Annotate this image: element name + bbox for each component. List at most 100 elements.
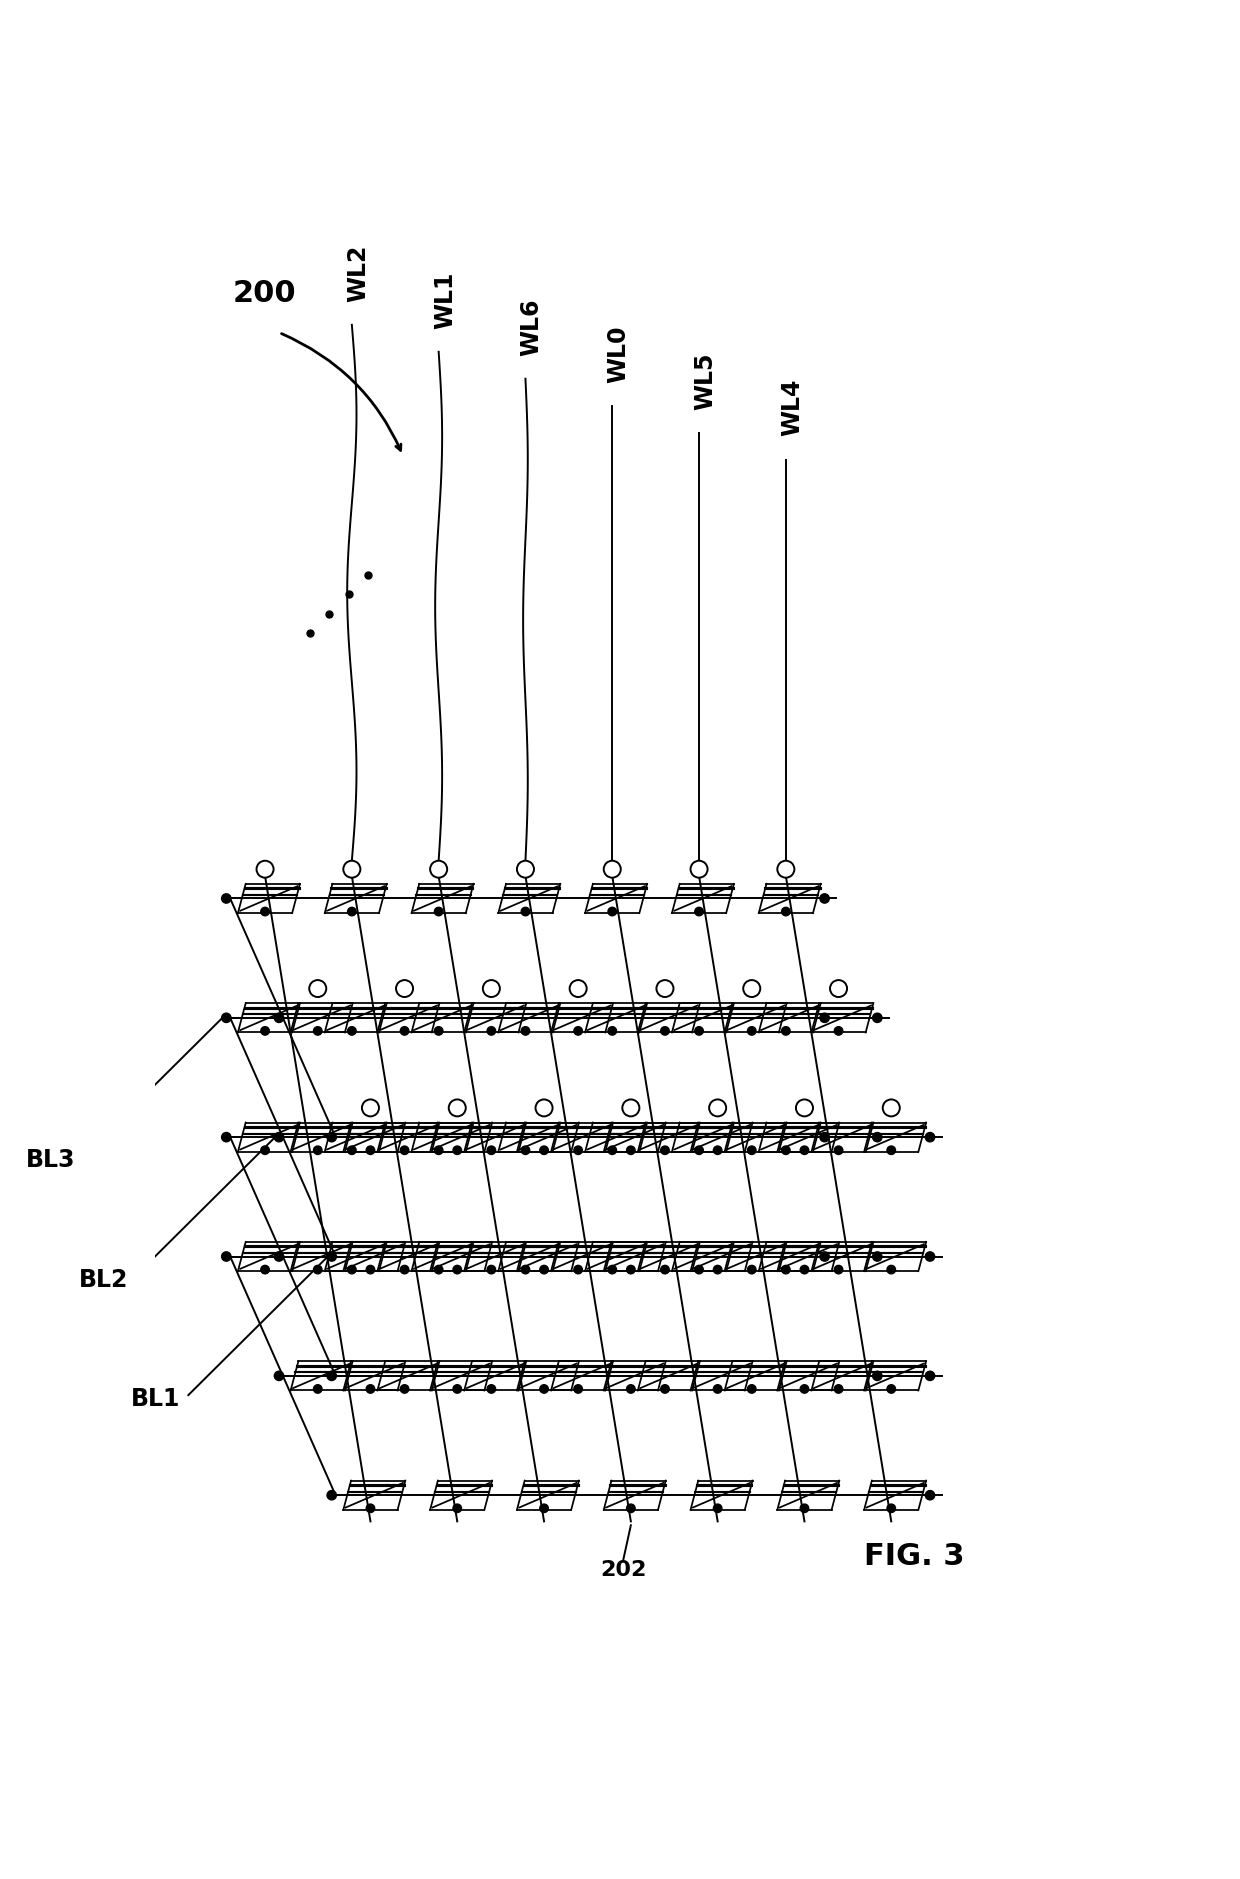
Circle shape — [347, 1146, 356, 1154]
Circle shape — [777, 861, 795, 877]
Circle shape — [314, 1385, 322, 1392]
Circle shape — [713, 1385, 722, 1392]
Circle shape — [781, 1265, 790, 1274]
Circle shape — [434, 1026, 443, 1035]
Circle shape — [608, 1026, 616, 1035]
Circle shape — [366, 1146, 374, 1154]
Circle shape — [574, 1146, 583, 1154]
Circle shape — [820, 1133, 830, 1142]
Circle shape — [314, 1026, 322, 1035]
Circle shape — [835, 1265, 843, 1274]
Circle shape — [430, 861, 448, 877]
Text: 200: 200 — [233, 278, 296, 308]
Circle shape — [925, 1133, 935, 1142]
Circle shape — [781, 1146, 790, 1154]
Circle shape — [539, 1385, 548, 1392]
Circle shape — [626, 1265, 635, 1274]
Circle shape — [401, 1146, 409, 1154]
Circle shape — [743, 981, 760, 998]
Circle shape — [327, 1251, 336, 1261]
Circle shape — [713, 1146, 722, 1154]
Circle shape — [521, 1146, 529, 1154]
Text: WL2: WL2 — [346, 244, 370, 303]
Circle shape — [536, 1099, 553, 1116]
Circle shape — [274, 1372, 284, 1381]
Circle shape — [925, 1372, 935, 1381]
Circle shape — [453, 1146, 461, 1154]
Circle shape — [626, 1503, 635, 1513]
Circle shape — [327, 1133, 336, 1142]
Circle shape — [873, 1013, 882, 1022]
Circle shape — [260, 908, 269, 915]
Circle shape — [222, 1133, 231, 1142]
Circle shape — [574, 1265, 583, 1274]
Circle shape — [830, 981, 847, 998]
Circle shape — [694, 908, 703, 915]
Circle shape — [873, 1133, 882, 1142]
Circle shape — [781, 908, 790, 915]
Circle shape — [694, 1146, 703, 1154]
Circle shape — [661, 1146, 670, 1154]
Circle shape — [835, 1385, 843, 1392]
Circle shape — [222, 894, 231, 904]
Circle shape — [800, 1146, 808, 1154]
Circle shape — [521, 908, 529, 915]
Circle shape — [925, 1490, 935, 1499]
Circle shape — [449, 1099, 466, 1116]
Circle shape — [626, 1385, 635, 1392]
Circle shape — [347, 1026, 356, 1035]
Circle shape — [694, 1265, 703, 1274]
Circle shape — [487, 1385, 496, 1392]
Circle shape — [434, 1146, 443, 1154]
Circle shape — [887, 1503, 895, 1513]
Circle shape — [626, 1146, 635, 1154]
Circle shape — [401, 1026, 409, 1035]
Circle shape — [521, 1265, 529, 1274]
Circle shape — [887, 1385, 895, 1392]
Circle shape — [401, 1385, 409, 1392]
Circle shape — [401, 1265, 409, 1274]
Circle shape — [347, 908, 356, 915]
Circle shape — [274, 1251, 284, 1261]
Circle shape — [781, 1026, 790, 1035]
Text: FIG. 3: FIG. 3 — [864, 1543, 965, 1571]
Text: WL1: WL1 — [433, 271, 456, 329]
Circle shape — [539, 1265, 548, 1274]
Circle shape — [260, 1026, 269, 1035]
Circle shape — [222, 1013, 231, 1022]
Circle shape — [748, 1265, 756, 1274]
Circle shape — [820, 1013, 830, 1022]
Circle shape — [453, 1385, 461, 1392]
Circle shape — [713, 1503, 722, 1513]
Circle shape — [347, 1265, 356, 1274]
Circle shape — [887, 1265, 895, 1274]
Circle shape — [539, 1146, 548, 1154]
Circle shape — [883, 1099, 900, 1116]
Circle shape — [539, 1503, 548, 1513]
Circle shape — [608, 908, 616, 915]
Circle shape — [800, 1503, 808, 1513]
Circle shape — [800, 1265, 808, 1274]
Circle shape — [796, 1099, 813, 1116]
Circle shape — [569, 981, 587, 998]
Circle shape — [434, 908, 443, 915]
Circle shape — [453, 1503, 461, 1513]
Circle shape — [873, 1372, 882, 1381]
Circle shape — [487, 1026, 496, 1035]
Circle shape — [343, 861, 361, 877]
Circle shape — [574, 1385, 583, 1392]
Circle shape — [925, 1251, 935, 1261]
Circle shape — [748, 1385, 756, 1392]
Circle shape — [274, 1013, 284, 1022]
Text: 202: 202 — [600, 1560, 646, 1580]
Circle shape — [366, 1385, 374, 1392]
Circle shape — [366, 1503, 374, 1513]
Circle shape — [327, 1490, 336, 1499]
Circle shape — [656, 981, 673, 998]
Text: WL6: WL6 — [520, 299, 543, 355]
Circle shape — [574, 1026, 583, 1035]
Circle shape — [222, 1251, 231, 1261]
Circle shape — [691, 861, 708, 877]
Text: BL2: BL2 — [78, 1268, 128, 1291]
Circle shape — [820, 1251, 830, 1261]
